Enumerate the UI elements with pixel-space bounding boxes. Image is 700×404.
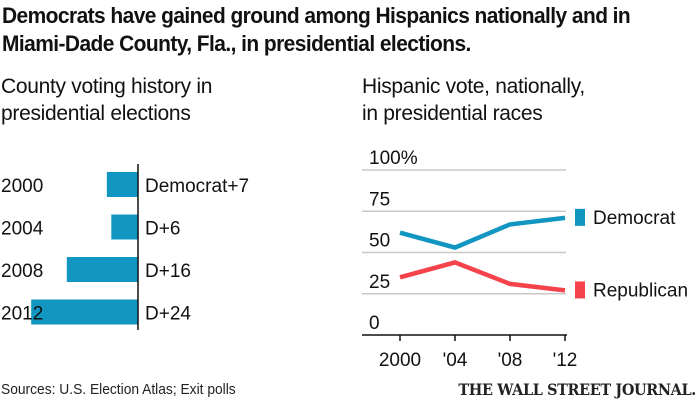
bar-category-label: 2008 (1, 261, 43, 282)
legend-swatch-republican (575, 281, 585, 299)
bar-chart-title-line-1: County voting history in (1, 75, 213, 98)
headline: Democrats have gained ground among Hispa… (2, 2, 651, 58)
bar-category-label: 2000 (1, 176, 43, 197)
sources-note: Sources: U.S. Election Atlas; Exit polls (1, 381, 236, 398)
bar-category-label: 2012 (1, 304, 43, 325)
x-tick-label: '12 (553, 350, 578, 371)
legend-label-republican: Republican (593, 280, 688, 301)
headline-line-2: Miami-Dade County, Fla., in presidential… (2, 31, 471, 56)
bar-2008 (66, 257, 138, 282)
y-tick-label: 25 (369, 272, 390, 293)
bar-chart-title: County voting history in presidential el… (1, 73, 212, 127)
legend-label-democrat: Democrat (593, 208, 676, 229)
bar-value-label: D+24 (145, 304, 191, 325)
x-tick-label: '04 (443, 350, 468, 371)
bar-value-label: D+6 (145, 219, 180, 240)
headline-line-1: Democrats have gained ground among Hispa… (2, 3, 631, 28)
bar-2004 (111, 214, 138, 240)
bar-value-label: D+16 (145, 261, 191, 282)
line-chart-title-line-1: Hispanic vote, nationally, (362, 75, 585, 98)
bar-2012 (31, 299, 139, 325)
line-chart-title: Hispanic vote, nationally, in presidenti… (362, 73, 585, 127)
x-tick-label: '08 (498, 350, 523, 371)
bar-category-label: 2004 (1, 219, 44, 240)
y-tick-label: 75 (369, 189, 390, 210)
bar-2000 (106, 172, 138, 197)
line-chart-title-line-2: in presidential races (362, 102, 543, 125)
y-tick-label: 100% (369, 148, 418, 169)
line-democrat (399, 215, 566, 250)
publisher-logo: THE WALL STREET JOURNAL. (458, 380, 697, 399)
line-republican (399, 260, 566, 293)
bar-value-label: Democrat+7 (145, 176, 249, 197)
x-tick-label: 2000 (379, 350, 421, 371)
bar-chart-title-line-2: presidential elections (1, 102, 191, 125)
legend-swatch-democrat (575, 208, 585, 226)
y-tick-label: 0 (369, 313, 380, 334)
y-tick-label: 50 (369, 231, 390, 252)
